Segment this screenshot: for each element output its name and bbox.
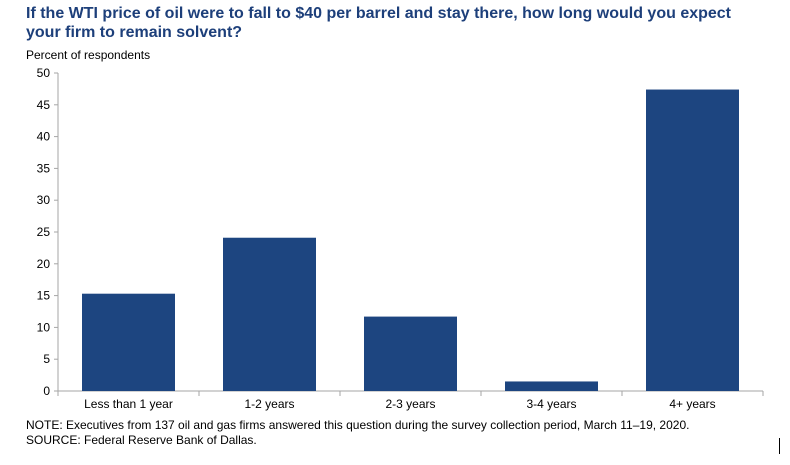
y-axis-label: Percent of respondents (26, 48, 151, 62)
y-tick-label: 5 (43, 352, 50, 366)
bar (82, 293, 175, 391)
text-cursor (779, 438, 780, 454)
y-tick-label: 45 (37, 98, 51, 112)
bar (364, 316, 457, 391)
y-tick-label: 20 (37, 257, 51, 271)
y-tick-label: 50 (37, 66, 51, 80)
bar (505, 381, 598, 391)
chart-notes: NOTE: Executives from 137 oil and gas fi… (26, 418, 689, 448)
note-text: NOTE: Executives from 137 oil and gas fi… (26, 418, 690, 432)
bar (223, 237, 316, 391)
y-tick-label: 25 (37, 225, 51, 239)
x-tick-label: 4+ years (669, 397, 715, 411)
y-tick-label: 10 (37, 320, 51, 334)
y-tick-label: 35 (37, 161, 51, 175)
y-tick-label: 0 (43, 384, 50, 398)
y-tick-label: 30 (37, 193, 51, 207)
x-tick-label: 1-2 years (244, 397, 294, 411)
x-tick-label: 3-4 years (526, 397, 576, 411)
bar (646, 89, 739, 391)
chart-title: If the WTI price of oil were to fall to … (26, 5, 732, 41)
x-tick-label: Less than 1 year (84, 397, 173, 411)
y-tick-label: 15 (37, 289, 51, 303)
y-tick-label: 40 (37, 130, 51, 144)
source-text: SOURCE: Federal Reserve Bank of Dallas. (26, 433, 257, 447)
x-tick-label: 2-3 years (385, 397, 435, 411)
